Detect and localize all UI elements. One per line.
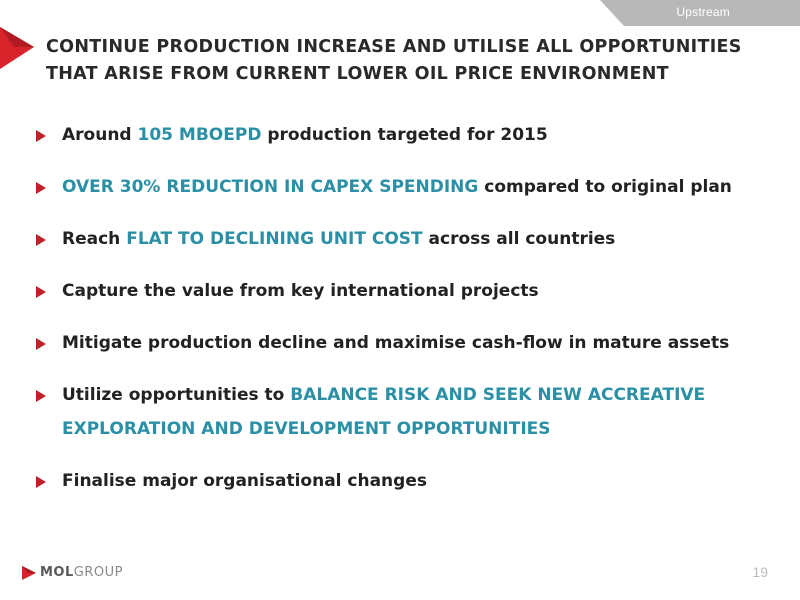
mol-group-logo: MOLGROUP xyxy=(40,565,123,580)
bullet-item: Capture the value from key international… xyxy=(36,274,756,326)
bullet-triangle-icon xyxy=(36,390,46,402)
bullet-triangle-icon xyxy=(36,476,46,488)
bullet-text: Capture the value from key international… xyxy=(62,281,539,301)
page-number: 19 xyxy=(752,564,768,580)
bullet-item: Finalise major organisational changes xyxy=(36,464,756,516)
bullet-list: Around 105 MBOEPD production targeted fo… xyxy=(36,118,756,516)
section-tab-shape xyxy=(600,0,800,26)
bullet-triangle-icon xyxy=(36,338,46,350)
bullet-item: Mitigate production decline and maximise… xyxy=(36,326,756,378)
mol-logo-icon xyxy=(22,566,36,580)
bullet-triangle-icon xyxy=(36,130,46,142)
bullet-text: Around 105 MBOEPD production targeted fo… xyxy=(62,125,548,145)
bullet-text: Reach FLAT TO DECLINING UNIT COST across… xyxy=(62,229,616,249)
red-corner-accent xyxy=(0,27,34,69)
bullet-item: OVER 30% REDUCTION IN CAPEX SPENDING com… xyxy=(36,170,756,222)
page-title: CONTINUE PRODUCTION INCREASE AND UTILISE… xyxy=(46,34,766,88)
bullet-text: Finalise major organisational changes xyxy=(62,471,427,491)
bullet-item: Around 105 MBOEPD production targeted fo… xyxy=(36,118,756,170)
title-line-1: CONTINUE PRODUCTION INCREASE AND UTILISE… xyxy=(46,37,742,57)
bullet-text: OVER 30% REDUCTION IN CAPEX SPENDING com… xyxy=(62,177,732,197)
bullet-text: Utilize opportunities to BALANCE RISK AN… xyxy=(62,385,706,439)
bullet-item: Reach FLAT TO DECLINING UNIT COST across… xyxy=(36,222,756,274)
section-tab: Upstream xyxy=(600,0,800,26)
bullet-triangle-icon xyxy=(36,234,46,246)
bullet-item: Utilize opportunities to BALANCE RISK AN… xyxy=(36,378,756,464)
bullet-text: Mitigate production decline and maximise… xyxy=(62,333,730,353)
bullet-triangle-icon xyxy=(36,182,46,194)
bullet-triangle-icon xyxy=(36,286,46,298)
section-tab-label: Upstream xyxy=(676,5,730,19)
title-line-2: THAT ARISE FROM CURRENT LOWER OIL PRICE … xyxy=(46,64,669,84)
